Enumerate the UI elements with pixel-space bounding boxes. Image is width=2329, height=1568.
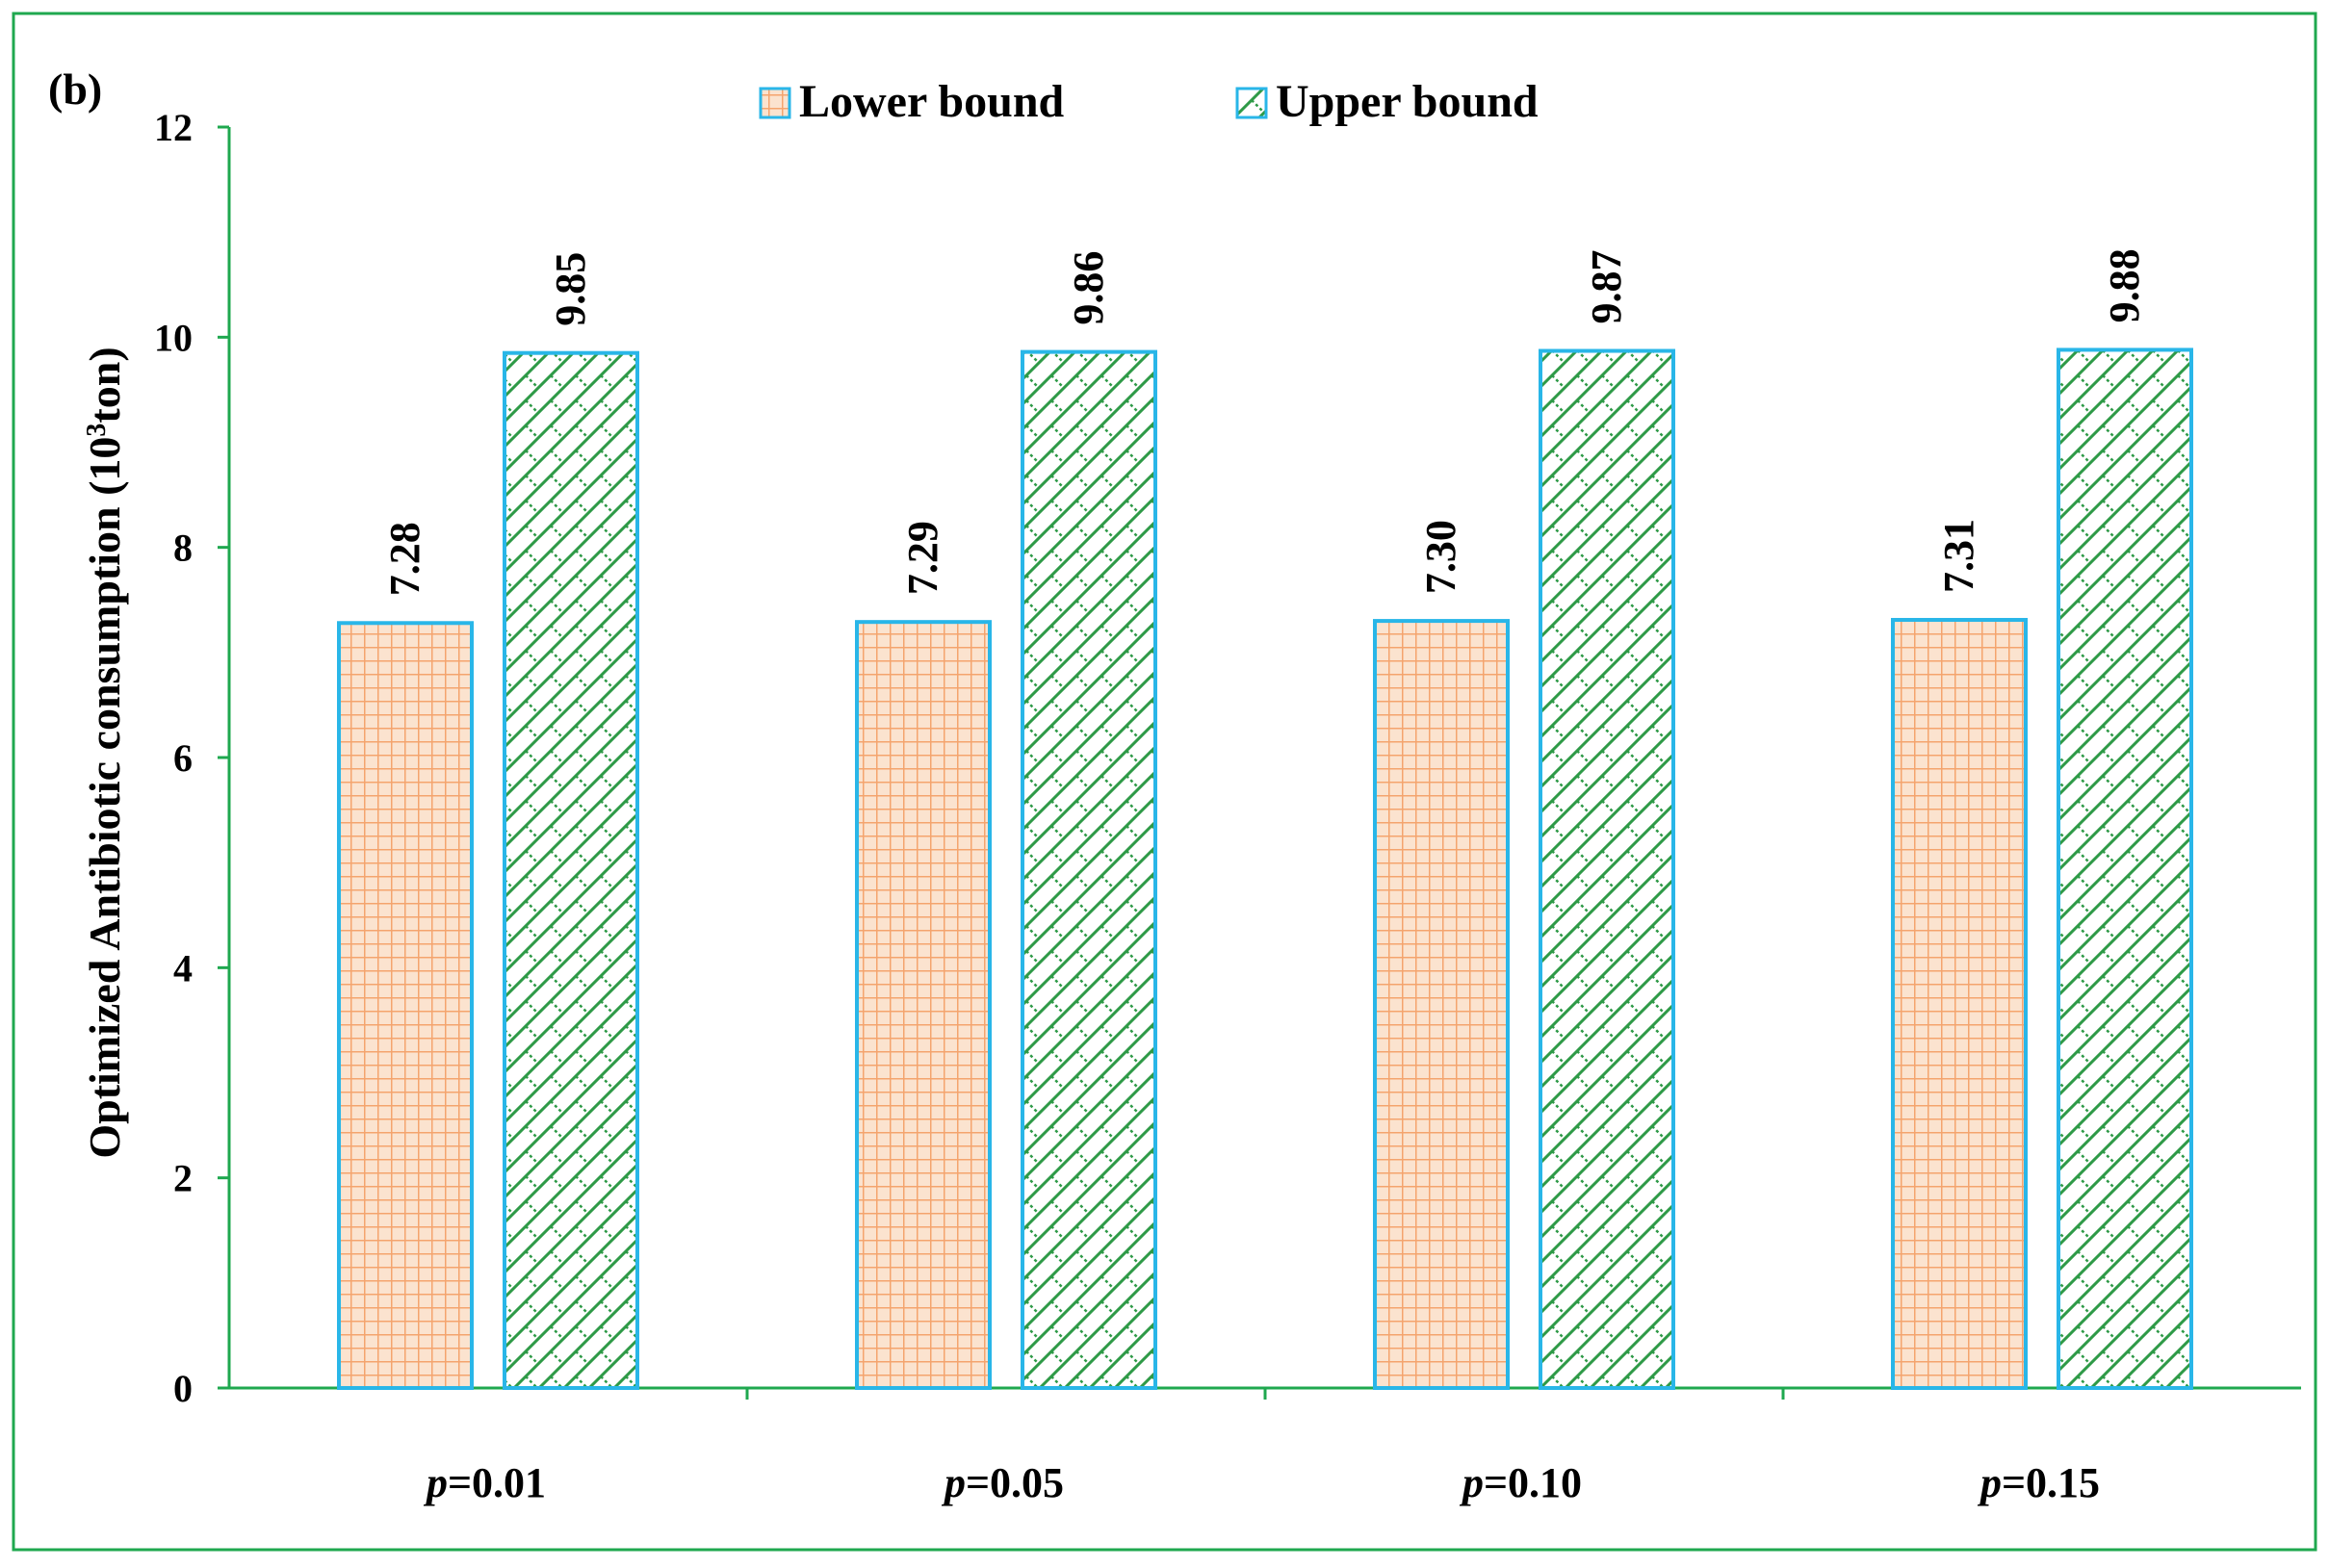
y-tick-label: 8 [173, 527, 193, 570]
lower-bound-bar [1373, 619, 1510, 1390]
y-tick-label: 6 [173, 736, 193, 780]
data-label: 7.29 [899, 521, 946, 595]
data-label: 9.85 [547, 252, 594, 326]
x-tick-label: p=0.01 [423, 1459, 546, 1506]
data-label: 9.87 [1583, 250, 1630, 324]
y-tick-label: 4 [173, 946, 193, 990]
lower-bound-bar [337, 621, 474, 1390]
legend-label: Upper bound [1276, 76, 1539, 127]
legend-label: Lower bound [799, 76, 1065, 127]
y-tick-label: 10 [154, 316, 193, 359]
data-label: 7.30 [1417, 520, 1464, 594]
data-label: 7.31 [1935, 519, 1982, 593]
x-tick-label: p=0.15 [1977, 1459, 2100, 1506]
x-tick-label: p=0.05 [941, 1459, 1064, 1506]
upper-bound-bar [1539, 348, 1675, 1390]
upper-bound-bar [503, 350, 639, 1390]
legend-swatch [1235, 87, 1268, 119]
y-axis-title: Optimized Antibiotic consumption (103ton… [80, 347, 129, 1158]
panel-label: (b) [48, 64, 102, 114]
data-label: 7.28 [381, 522, 428, 596]
upper-bound-bar [1021, 349, 1157, 1390]
y-tick-label: 2 [173, 1157, 193, 1200]
upper-bound-bar [2057, 347, 2193, 1390]
x-tick-label: p=0.10 [1459, 1459, 1582, 1506]
y-tick-label: 12 [154, 106, 193, 149]
lower-bound-bar [1891, 617, 2028, 1390]
data-label: 9.88 [2101, 248, 2148, 322]
y-tick-label: 0 [173, 1367, 193, 1410]
legend-swatch [759, 87, 791, 119]
chart-frame [12, 12, 2317, 1552]
lower-bound-bar [855, 620, 992, 1390]
data-label: 9.86 [1065, 251, 1112, 325]
